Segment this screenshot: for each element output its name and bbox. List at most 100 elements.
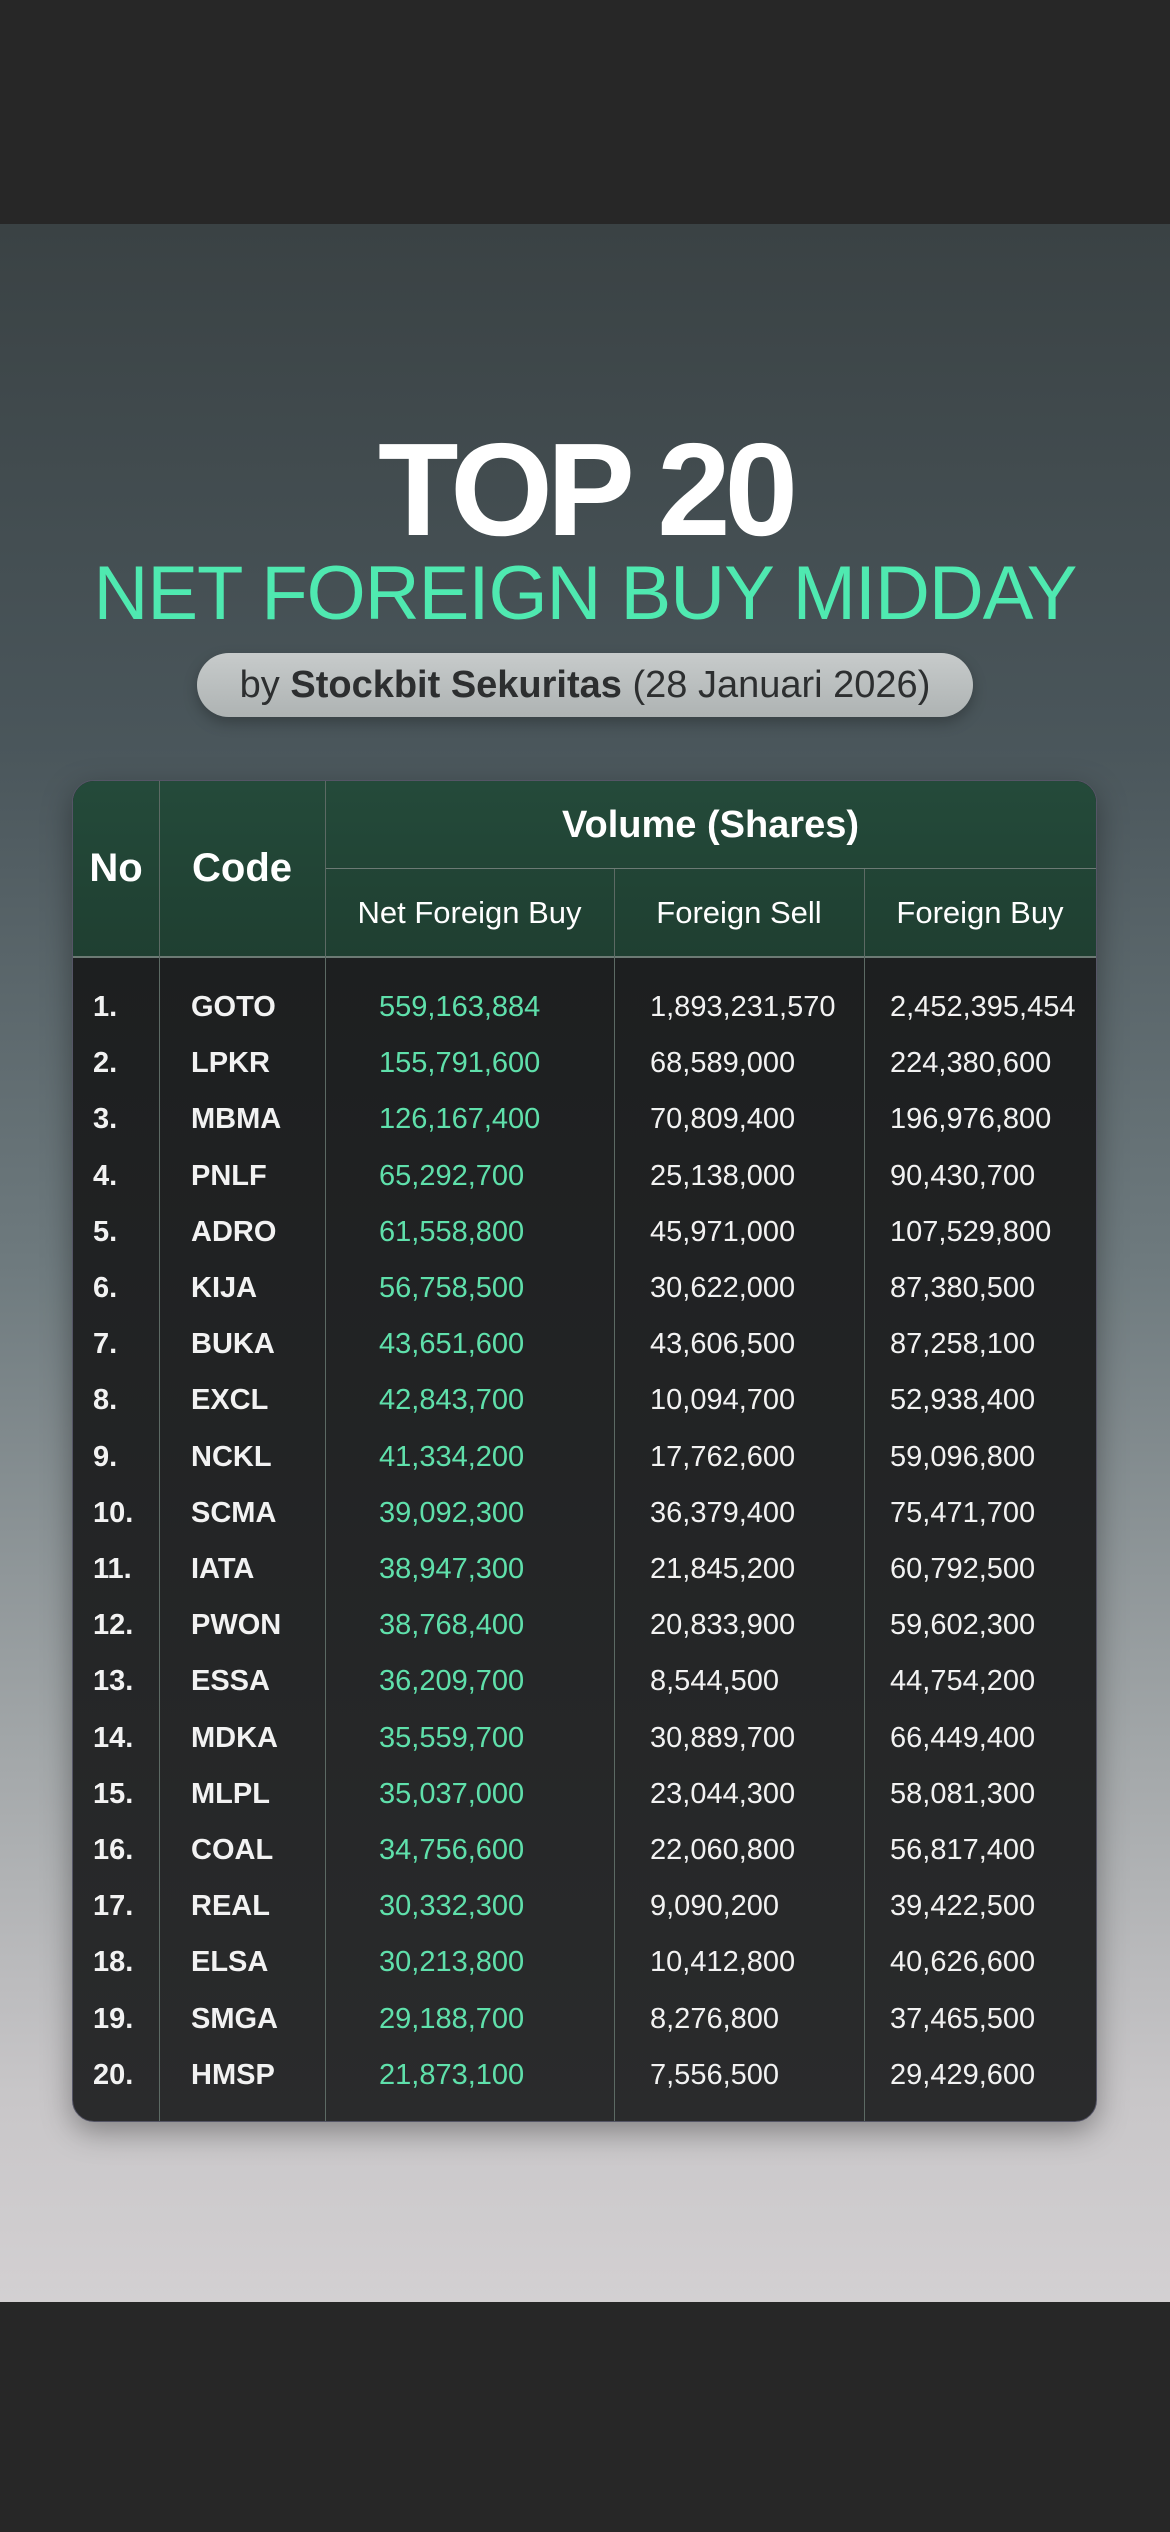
foreign-buy-value: 87,380,500 (890, 1272, 1036, 1304)
table-row: 14. MDKA 35,559,700 30,889,700 66,449,400 (73, 1710, 1096, 1766)
stock-code: EXCL (191, 1384, 269, 1417)
header-foreign-sell: Foreign Sell (656, 895, 822, 930)
table-header: No Code Volume (Shares) Net Foreign Buy … (73, 781, 1096, 958)
table-row: 8. EXCL 42,843,700 10,094,700 52,938,400 (73, 1372, 1096, 1428)
foreign-sell-value: 25,138,000 (650, 1159, 796, 1192)
page-subtitle: NET FOREIGN BUY MIDDAY (93, 551, 1077, 636)
column-divider (159, 781, 160, 2121)
foreign-buy-value: 58,081,300 (890, 1777, 1036, 1810)
page-title: TOP 20 (377, 416, 798, 563)
net-foreign-buy-value: 29,188,700 (379, 2002, 525, 2035)
header-divider (325, 868, 1096, 869)
stock-code: ADRO (191, 1215, 277, 1248)
stock-code: IATA (191, 1553, 255, 1585)
foreign-sell-value: 17,762,600 (650, 1440, 796, 1473)
byline-pill: by Stockbit Sekuritas (28 Januari 2026) (197, 653, 973, 717)
net-foreign-buy-value: 42,843,700 (379, 1384, 525, 1417)
net-foreign-buy-value: 30,213,800 (379, 1946, 525, 1979)
table-row: 9. NCKL 41,334,200 17,762,600 59,096,800 (73, 1429, 1096, 1485)
table-row: 17. REAL 30,332,300 9,090,200 39,422,500 (73, 1878, 1096, 1934)
net-foreign-buy-value: 559,163,884 (379, 991, 541, 1023)
net-foreign-buy-value: 35,559,700 (379, 1721, 525, 1754)
foreign-buy-value: 66,449,400 (890, 1721, 1036, 1754)
table-row: 5. ADRO 61,558,800 45,971,000 107,529,800 (73, 1204, 1096, 1260)
net-foreign-buy-value: 56,758,500 (379, 1272, 525, 1304)
stock-code: REAL (191, 1890, 270, 1923)
row-number: 10. (93, 1496, 134, 1529)
table-row: 3. MBMA 126,167,400 70,809,400 196,976,800 (73, 1091, 1096, 1147)
foreign-buy-value: 40,626,600 (890, 1946, 1036, 1979)
net-foreign-buy-value: 35,037,000 (379, 1777, 525, 1810)
foreign-buy-value: 90,430,700 (890, 1159, 1036, 1192)
foreign-buy-value: 52,938,400 (890, 1384, 1036, 1417)
stock-code: PWON (191, 1609, 282, 1642)
net-foreign-buy-value: 126,167,400 (379, 1103, 541, 1136)
table-row: 19. SMGA 29,188,700 8,276,800 37,465,500 (73, 1991, 1096, 2047)
stock-code: SCMA (191, 1496, 277, 1529)
row-number: 1. (93, 991, 118, 1023)
row-number: 19. (93, 2002, 134, 2035)
stock-code: GOTO (191, 991, 276, 1023)
row-number: 20. (93, 2058, 134, 2091)
foreign-sell-value: 68,589,000 (650, 1047, 796, 1080)
foreign-buy-value: 107,529,800 (890, 1215, 1052, 1248)
foreign-sell-value: 10,094,700 (650, 1384, 796, 1417)
foreign-buy-value: 39,422,500 (890, 1890, 1036, 1923)
net-foreign-buy-value: 30,332,300 (379, 1890, 525, 1923)
net-foreign-buy-value: 41,334,200 (379, 1440, 525, 1473)
foreign-buy-value: 37,465,500 (890, 2002, 1036, 2035)
foreign-sell-value: 1,893,231,570 (650, 991, 836, 1023)
foreign-sell-value: 22,060,800 (650, 1834, 796, 1866)
row-number: 5. (93, 1215, 118, 1248)
byline-date: (28 Januari 2026) (632, 664, 931, 706)
row-number: 3. (93, 1103, 118, 1136)
net-foreign-buy-value: 34,756,600 (379, 1834, 525, 1866)
stock-code: SMGA (191, 2002, 278, 2035)
table-row: 18. ELSA 30,213,800 10,412,800 40,626,600 (73, 1934, 1096, 1990)
stock-code: MLPL (191, 1777, 270, 1810)
foreign-sell-value: 8,544,500 (650, 1665, 780, 1698)
stock-code: LPKR (191, 1047, 270, 1080)
header-net-foreign-buy: Net Foreign Buy (357, 895, 582, 930)
foreign-sell-value: 45,971,000 (650, 1215, 796, 1248)
foreign-sell-value: 7,556,500 (650, 2058, 780, 2091)
stock-code: KIJA (191, 1272, 258, 1304)
foreign-sell-value: 23,044,300 (650, 1777, 796, 1810)
foreign-buy-value: 196,976,800 (890, 1103, 1052, 1136)
net-foreign-buy-value: 36,209,700 (379, 1665, 525, 1698)
stock-code: BUKA (191, 1328, 275, 1361)
foreign-sell-value: 70,809,400 (650, 1103, 796, 1136)
stock-code: HMSP (191, 2058, 275, 2091)
table-row: 15. MLPL 35,037,000 23,044,300 58,081,300 (73, 1766, 1096, 1822)
row-number: 2. (93, 1047, 118, 1080)
table-row: 1. GOTO 559,163,884 1,893,231,570 2,452,395,… (73, 979, 1096, 1035)
row-number: 13. (93, 1665, 134, 1698)
table-row: 4. PNLF 65,292,700 25,138,000 90,430,700 (73, 1148, 1096, 1204)
foreign-buy-value: 224,380,600 (890, 1047, 1052, 1080)
net-foreign-buy-table: No Code Volume (Shares) Net Foreign Buy … (72, 780, 1097, 2122)
table-row: 6. KIJA 56,758,500 30,622,000 87,380,500 (73, 1260, 1096, 1316)
top-letterbox (0, 0, 1170, 224)
table-row: 2. LPKR 155,791,600 68,589,000 224,380,600 (73, 1035, 1096, 1091)
table-row: 20. HMSP 21,873,100 7,556,500 29,429,600 (73, 2047, 1096, 2103)
foreign-sell-value: 8,276,800 (650, 2002, 780, 2035)
table-row: 16. COAL 34,756,600 22,060,800 56,817,400 (73, 1822, 1096, 1878)
foreign-sell-value: 36,379,400 (650, 1496, 796, 1529)
stock-code: ESSA (191, 1665, 270, 1698)
net-foreign-buy-value: 65,292,700 (379, 1159, 525, 1192)
foreign-buy-value: 2,452,395,454 (890, 991, 1076, 1023)
foreign-buy-value: 29,429,600 (890, 2058, 1036, 2091)
foreign-sell-value: 43,606,500 (650, 1328, 796, 1361)
row-number: 11. (93, 1553, 132, 1585)
row-number: 6. (93, 1272, 118, 1304)
stock-code: MBMA (191, 1103, 282, 1136)
header-foreign-buy: Foreign Buy (896, 895, 1064, 930)
foreign-buy-value: 75,471,700 (890, 1496, 1036, 1529)
row-number: 15. (93, 1777, 134, 1810)
table-row: 10. SCMA 39,092,300 36,379,400 75,471,700 (73, 1485, 1096, 1541)
table-row: 13. ESSA 36,209,700 8,544,500 44,754,200 (73, 1653, 1096, 1709)
row-number: 16. (93, 1834, 134, 1866)
byline-prefix: by (239, 664, 280, 706)
table-row: 12. PWON 38,768,400 20,833,900 59,602,300 (73, 1597, 1096, 1653)
net-foreign-buy-value: 38,947,300 (379, 1553, 525, 1585)
